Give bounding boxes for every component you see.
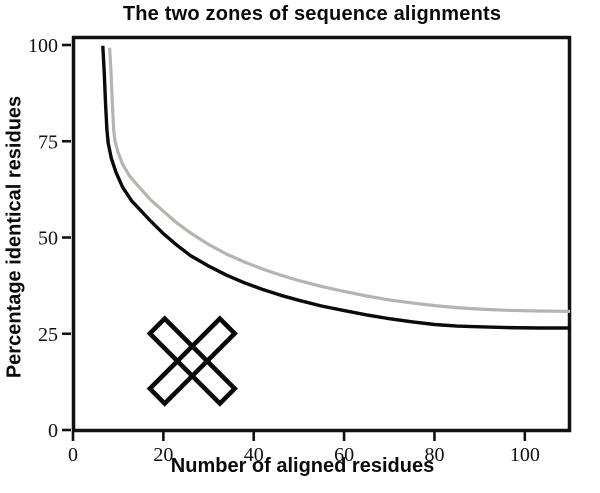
x-tick-label: 40 (244, 444, 264, 466)
curves (101, 45, 571, 330)
chart-title: The two zones of sequence alignments (122, 3, 502, 25)
y-tick-label: 100 (28, 35, 58, 57)
y-tick-label: 50 (38, 228, 58, 250)
x-axis-label: Number of aligned residues (170, 455, 435, 477)
x-tick-label: 60 (334, 444, 354, 466)
gray-curve (108, 47, 571, 313)
y-tick-label: 75 (38, 131, 58, 153)
x-tick-label: 100 (510, 444, 540, 466)
x-tick-label: 20 (153, 444, 173, 466)
y-axis-ticks: 0 25 50 75 100 (28, 35, 71, 442)
x-tick-label: 0 (68, 444, 78, 466)
y-tick-label: 0 (48, 420, 58, 442)
cross-x-marker (146, 315, 238, 407)
plot-frame (71, 35, 572, 433)
x-axis-ticks: 0 20 40 60 80 100 (68, 432, 540, 466)
y-tick-label: 25 (38, 324, 58, 346)
x-tick-label: 80 (424, 444, 444, 466)
black-curve (101, 45, 570, 330)
cross-marker-bar (146, 315, 238, 407)
cross-marker-bar (146, 315, 238, 407)
